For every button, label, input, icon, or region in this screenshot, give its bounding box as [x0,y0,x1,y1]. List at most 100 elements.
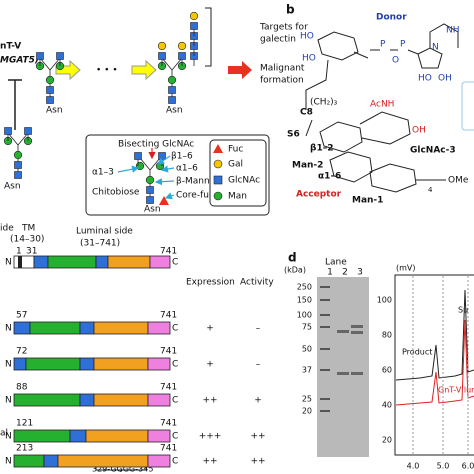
end-residue: 741 [160,347,177,357]
domain [43,454,59,468]
glcnac [146,186,154,194]
start-residue: 213 [16,444,33,454]
y-tick-label: 20 [382,436,392,445]
glcnac [46,86,54,94]
c-terminus: C [172,258,178,268]
bracket [205,7,212,67]
panel-label: d [288,251,297,265]
ladder-band [320,410,330,412]
label: (14–30) [10,235,44,245]
panel-label: b [286,3,295,17]
label: Luminal side [76,227,133,237]
c-terminus: C [172,432,178,442]
c-terminus: C [172,360,178,370]
kda-label: 250 [297,283,312,292]
c-terminus: C [172,324,178,334]
n-terminus: N [5,457,12,467]
label: Asn [144,205,161,215]
domain [93,393,149,407]
asn: Asn [166,106,183,116]
activity: ++ [250,457,265,467]
atom: HO [300,32,314,42]
atom: HO [302,54,316,64]
n-terminus: N [5,258,12,268]
s6: S6 [287,130,300,140]
atom: OH [438,74,452,84]
lane-number: 1 [327,268,333,278]
glcnac [14,161,22,169]
label: β1–6 [171,152,193,162]
plot-frame [394,274,474,456]
lane-title: Lane [325,258,347,268]
domain [57,454,149,468]
domain [93,321,149,335]
domain [33,255,49,269]
glcnac [168,86,176,94]
glcnac [146,196,154,204]
pointer [160,165,175,173]
donor: Donor [376,13,407,23]
kda-label: 150 [297,296,312,305]
bond [161,57,183,100]
repeat: 4 [428,186,433,194]
legend-label: Gal [228,160,243,170]
domain [93,357,149,371]
man [45,75,55,85]
glcnac [158,52,166,60]
man-icon [213,191,223,201]
pointer [164,192,175,200]
domain [95,255,109,269]
domain [147,357,171,371]
ladder-band [320,326,330,328]
glcnac [190,22,198,30]
atom: O [392,56,399,66]
label: TM [21,224,35,234]
domain [107,255,151,269]
domain [13,321,31,335]
band [337,330,349,333]
atom: NH [446,26,460,36]
band [351,331,363,334]
domain [147,429,171,443]
lane-number: 3 [357,268,363,278]
pointer [157,155,171,165]
glcnac3: GlcNAc-3 [410,146,456,156]
asn: Asn [4,182,21,192]
gal-icon [213,159,223,169]
gal [157,41,167,51]
arrow [228,61,252,79]
linkage: β1–2 [310,144,333,154]
legend [209,139,267,207]
tm-domain [18,256,22,268]
targets: galectin [260,35,296,45]
pointer [117,165,140,173]
fuc-icon [213,144,223,153]
y-tick-label: 80 [382,331,392,340]
linker: (CH₂)₃ [310,98,338,108]
glcnac [24,127,32,135]
panel-b: b Donor P P NH N HO HO HO OH O C8 (CH₂)₃… [286,3,474,206]
n-terminus: N [5,360,12,370]
start-residue: 88 [16,383,28,393]
label: 741 [160,247,177,257]
activity: ++ [250,432,265,442]
label: ide [0,224,14,234]
glcnac [168,96,176,104]
label: al [0,429,8,439]
acceptor: Acceptor [296,190,342,200]
domain [149,255,171,269]
panel-d: d Lane (kDa) (mV) Product Su GnT-V lum 1… [284,251,474,471]
core-fucose [159,196,169,205]
c-terminus: C [172,396,178,406]
outcome: Malignant [260,64,305,74]
arrow [131,59,157,81]
ladder-band [320,286,330,288]
expression: ++ [202,457,217,467]
start-residue: 57 [16,311,27,321]
label: 1 [16,247,22,257]
activity: – [256,360,261,370]
expression: +++ [199,432,222,442]
kda-label: 50 [302,345,312,354]
atom: AcNH [370,100,394,110]
